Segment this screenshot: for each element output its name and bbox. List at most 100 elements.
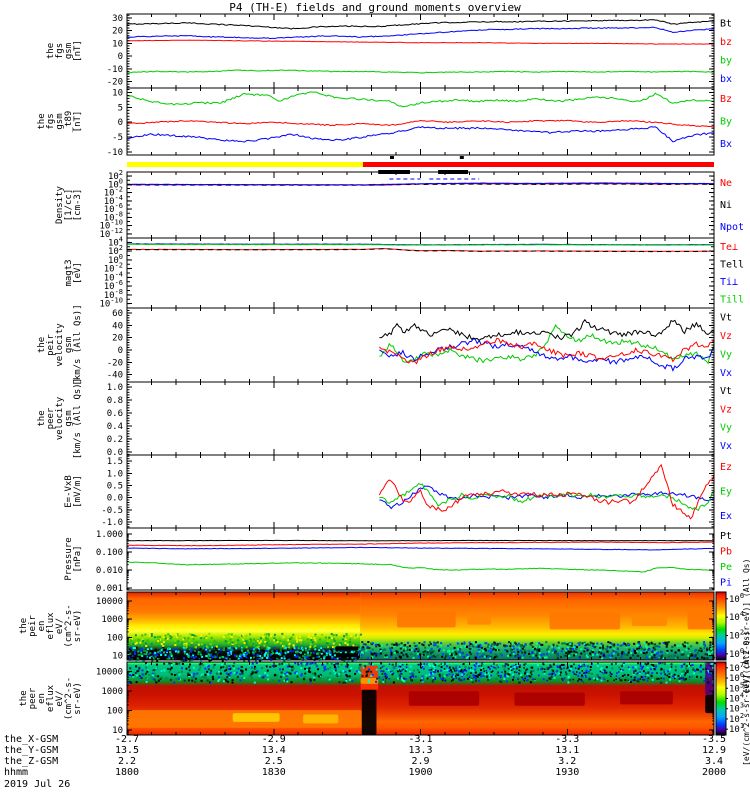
spectrogram-se-speckle (428, 669, 431, 672)
spectrogram-si-speckle (583, 653, 586, 656)
spectrogram-si-speckle (482, 650, 485, 653)
ylabel-tmp: magt3 (64, 259, 74, 286)
legend-label-vi-Vy: Vy (720, 349, 732, 360)
spectrogram-se-speckle (530, 673, 533, 676)
spectrogram-si-speckle (297, 647, 300, 650)
spectrogram-se-speckle (602, 676, 605, 679)
spectrogram-se-speckle (642, 665, 644, 668)
spectrogram-si-speckle (257, 647, 260, 650)
spectrogram-si-speckle (324, 636, 327, 639)
spectrogram-si-speckle (586, 656, 589, 659)
spectrogram-se-speckle (321, 664, 324, 667)
spectrogram-se-speckle (682, 677, 685, 679)
spectrogram-se-speckle (309, 679, 312, 682)
spectrogram-si-speckle (571, 648, 574, 651)
spectrogram-si-speckle (540, 654, 543, 657)
spectrogram-se-speckle (453, 668, 456, 671)
spectrogram-si-speckle (240, 639, 243, 642)
spectrogram-si-speckle (329, 653, 332, 656)
spectrogram-se-speckle (629, 681, 632, 684)
spectrogram-si-speckle (486, 646, 489, 649)
spectrogram-si-speckle (591, 650, 594, 653)
spectrogram-si-speckle (207, 657, 210, 660)
spectrogram-si-speckle (567, 650, 570, 653)
spectrogram-si-speckle (245, 634, 248, 637)
spectrogram-se-speckle (534, 678, 536, 681)
spectrogram-si-speckle (547, 645, 550, 648)
spectrogram-si-speckle (361, 641, 364, 644)
spectrogram-si-speckle (162, 636, 165, 639)
spectrogram-se-speckle (180, 670, 183, 673)
mode-bar-slow-survey (127, 162, 363, 167)
axis-row-value: 3.4 (705, 756, 723, 767)
spectrogram-se-speckle (503, 677, 506, 680)
spectrogram-si-speckle (214, 651, 217, 654)
spectrogram-se-speckle (469, 669, 472, 672)
axis-row-value: -3.1 (408, 734, 432, 745)
spectrogram-se-speckle (428, 673, 431, 676)
spectrogram-si-speckle (703, 640, 706, 643)
spectrogram-se-speckle (195, 679, 198, 682)
spectrogram-se-speckle (276, 674, 279, 677)
spectrogram-si-speckle (270, 635, 273, 638)
spectrogram-se-speckle (166, 667, 169, 670)
spectrogram-si-speckle (710, 652, 713, 655)
ylabel-ve: velocity (55, 396, 65, 440)
spectrogram-si-speckle (591, 644, 594, 647)
spectrogram-si-speckle (373, 652, 376, 655)
spectrogram-se-speckle (472, 674, 475, 677)
spectrogram-se-speckle (516, 666, 518, 668)
spectrogram-si-speckle (475, 643, 478, 646)
spectrogram-se-speckle (139, 676, 142, 679)
spectrogram-si-speckle (158, 638, 161, 641)
spectrogram-se-speckle (557, 666, 559, 668)
spectrogram-si-speckle (380, 649, 383, 652)
spectrogram-se-speckle (674, 675, 677, 678)
spectrogram-se-speckle (286, 680, 289, 683)
spectrogram-si-speckle (208, 654, 211, 657)
spectrogram-si-speckle (448, 650, 451, 653)
spectrogram-si-speckle (386, 643, 389, 646)
panel-box-fgs (126, 13, 715, 89)
spectrogram-si-speckle (374, 643, 377, 646)
spectrogram-se-speckle (432, 678, 435, 681)
spectrogram-se-speckle (241, 669, 244, 672)
spectrogram-se-speckle (512, 678, 515, 681)
spectrogram-si-speckle (251, 651, 254, 654)
spectrogram-si-speckle (140, 648, 143, 651)
spectrogram-si-speckle (158, 645, 161, 648)
spectrogram-se-speckle (581, 675, 584, 678)
spectrogram-se-speckle (528, 675, 531, 678)
spectrogram-si-speckle (656, 652, 659, 655)
spectrogram-si-speckle (551, 649, 554, 652)
spectrogram-si-speckle (492, 648, 495, 651)
spectrogram-si-speckle (451, 649, 454, 652)
spectrogram-se-speckle (282, 674, 285, 677)
spectrogram-si-speckle (599, 656, 602, 659)
ylabel-pr: [nPa] (73, 545, 83, 572)
spectrogram-se-speckle (452, 675, 455, 678)
spectrogram-si-speckle (652, 649, 655, 652)
spectrogram-si-speckle (306, 645, 309, 648)
legend-label-fgs2-By: By (720, 117, 732, 128)
spectrogram-si-speckle (164, 654, 167, 657)
spectrogram-si-speckle (613, 648, 616, 651)
spectrogram-si-speckle (485, 655, 488, 658)
spectrogram-si-speckle (246, 655, 249, 658)
spectrogram-se-speckle (689, 664, 692, 667)
spectrogram-si-speckle (280, 646, 283, 649)
spectrogram-se-speckle (674, 669, 677, 672)
spectrogram-si-speckle (345, 636, 348, 639)
spectrogram-si-speckle (161, 657, 164, 660)
ytick-label-ve: 0.6 (107, 409, 123, 419)
spectrogram-se-speckle (346, 665, 349, 668)
legend-label-tmp-Tell: Tell (720, 259, 744, 270)
spectrogram-se-speckle (382, 678, 385, 681)
spectrogram-se-speckle (286, 678, 289, 681)
spectrogram-se-speckle (455, 677, 458, 679)
spectrogram-si-speckle (496, 649, 499, 652)
spectrogram-se-speckle (397, 668, 400, 671)
spectrogram-si-speckle (231, 649, 234, 652)
ylabel-se: peer (28, 687, 38, 709)
spectrogram-si-speckle (183, 652, 186, 655)
